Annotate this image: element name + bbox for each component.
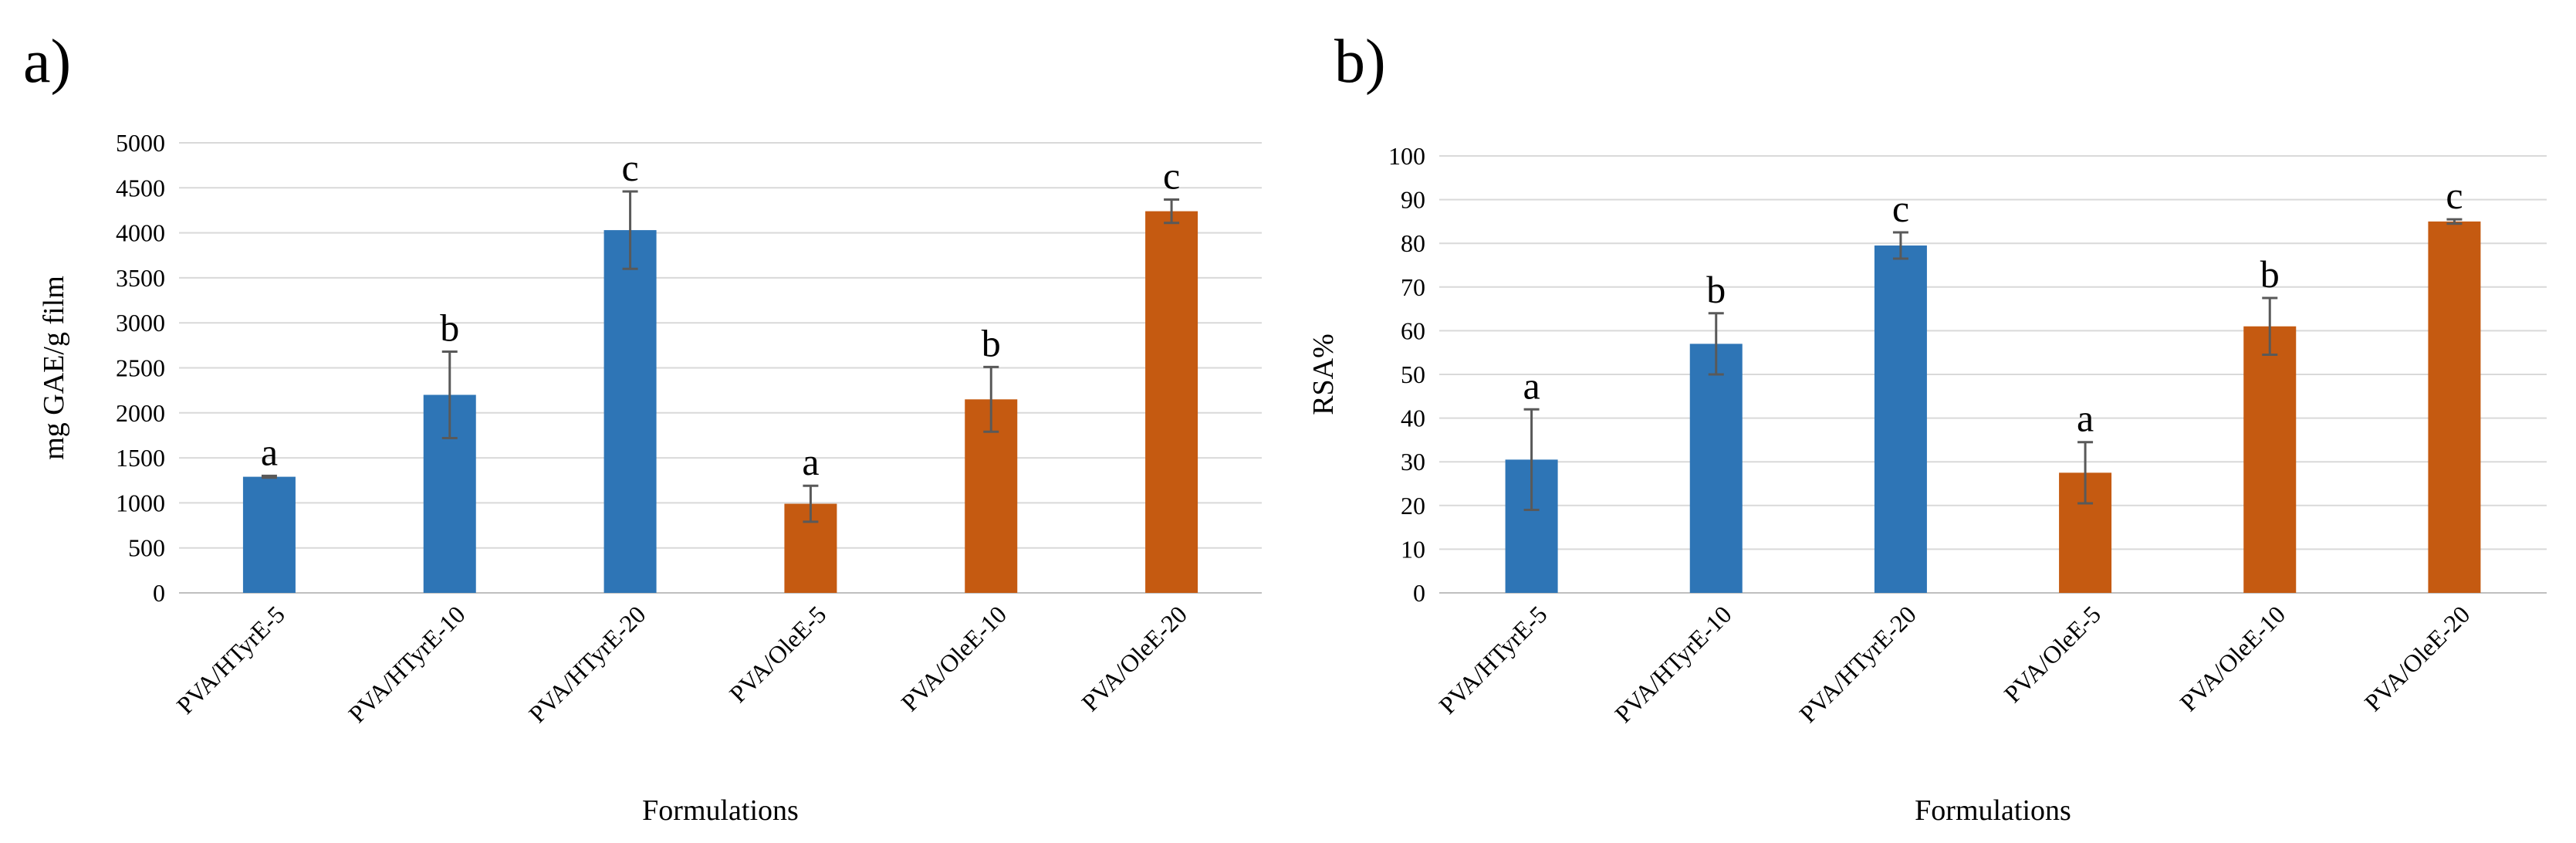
y-tick-label: 20 bbox=[1401, 492, 1425, 520]
bar bbox=[242, 476, 296, 593]
error-bar bbox=[803, 484, 819, 523]
y-tick-label: 10 bbox=[1401, 535, 1425, 563]
significance-letter: c bbox=[621, 146, 638, 189]
x-tick-label: PVA/OleE-10 bbox=[2174, 600, 2290, 716]
significance-letter: b bbox=[2260, 252, 2280, 296]
y-tick-label: 1000 bbox=[116, 489, 165, 516]
error-bar bbox=[2446, 218, 2463, 225]
y-axis-title: RSA% bbox=[1307, 333, 1340, 415]
y-tick-label: 2000 bbox=[116, 399, 165, 427]
chart-panel-a: 0 500 1000 1500 2000 2500 3000 3500 4000 4500 5000… bbox=[23, 28, 1262, 827]
significance-letter: a bbox=[2077, 397, 2094, 440]
chart-b-svg: 0 10 20 30 40 50 60 70 80 90 100 a PVA/HTyrE-5 b PVA/H… bbox=[1307, 142, 2547, 827]
error-bar bbox=[622, 190, 638, 270]
y-tick-label: 90 bbox=[1401, 186, 1425, 214]
bar bbox=[1874, 245, 1927, 593]
x-tick-label: PVA/OleE-20 bbox=[2359, 600, 2476, 716]
bar bbox=[603, 230, 657, 593]
y-tick-label: 100 bbox=[1388, 142, 1425, 170]
significance-letter: b bbox=[440, 306, 459, 350]
x-tick-label: PVA/OleE-5 bbox=[1999, 600, 2106, 707]
significance-letter: a bbox=[1523, 364, 1540, 407]
y-tick-label: 5000 bbox=[116, 129, 165, 157]
significance-letter: b bbox=[982, 321, 1001, 364]
error-bar bbox=[1708, 312, 1724, 376]
x-tick-label: PVA/HTyrE-5 bbox=[171, 600, 290, 719]
y-tick-label: 80 bbox=[1401, 229, 1425, 257]
chart-a-svg: 0 500 1000 1500 2000 2500 3000 3500 4000 4500 5000… bbox=[38, 129, 1262, 827]
error-bar bbox=[441, 350, 458, 439]
panel-label-b: b) bbox=[1334, 28, 1386, 96]
bar bbox=[1689, 344, 1743, 593]
error-bar bbox=[1523, 408, 1540, 511]
significance-letter: b bbox=[1706, 268, 1726, 311]
y-tick-label: 3000 bbox=[116, 309, 165, 337]
x-axis-title: Formulations bbox=[1915, 794, 2071, 827]
error-bar bbox=[261, 474, 277, 479]
x-tick-label: PVA/OleE-5 bbox=[724, 600, 831, 707]
significance-letter: a bbox=[802, 440, 819, 483]
error-bar bbox=[1892, 231, 1908, 260]
y-tick-label: 60 bbox=[1401, 317, 1425, 344]
y-tick-label: 50 bbox=[1401, 361, 1425, 388]
y-tick-label: 500 bbox=[128, 534, 165, 562]
significance-letter: a bbox=[261, 430, 278, 473]
y-tick-label: 70 bbox=[1401, 273, 1425, 301]
y-tick-label: 2500 bbox=[116, 354, 165, 382]
bar bbox=[1145, 211, 1198, 593]
x-axis-title: Formulations bbox=[642, 794, 799, 827]
panel-label-a: a) bbox=[23, 28, 72, 96]
significance-letter: c bbox=[2446, 174, 2463, 217]
x-tick-label: PVA/OleE-20 bbox=[1076, 600, 1192, 716]
error-bar bbox=[2077, 441, 2094, 505]
y-tick-label: 1500 bbox=[116, 444, 165, 472]
x-tick-label: PVA/OleE-10 bbox=[895, 600, 1012, 716]
y-tick-label: 40 bbox=[1401, 405, 1425, 432]
y-tick-label: 4000 bbox=[116, 219, 165, 247]
error-bar bbox=[1164, 198, 1180, 225]
x-tick-label: PVA/HTyrE-20 bbox=[523, 600, 651, 728]
y-axis-title: mg GAE/g film bbox=[38, 276, 70, 460]
y-tick-label: 30 bbox=[1401, 448, 1425, 476]
x-tick-label: PVA/HTyrE-20 bbox=[1793, 600, 1922, 728]
y-tick-label: 4500 bbox=[116, 174, 165, 201]
y-tick-label: 0 bbox=[153, 579, 165, 607]
y-tick-label: 3500 bbox=[116, 264, 165, 292]
error-bar bbox=[2262, 296, 2278, 357]
chart-panel-b: 0 10 20 30 40 50 60 70 80 90 100 a PVA/HTyrE-5 b PVA/H… bbox=[1288, 0, 2576, 843]
significance-letter: c bbox=[1892, 187, 1909, 230]
error-bar bbox=[983, 365, 999, 433]
y-tick-label: 0 bbox=[1413, 579, 1425, 607]
bar bbox=[2428, 221, 2481, 593]
bar bbox=[2243, 326, 2297, 593]
x-tick-label: PVA/HTyrE-5 bbox=[1433, 600, 1552, 719]
x-tick-label: PVA/HTyrE-10 bbox=[343, 600, 471, 728]
significance-letter: c bbox=[1163, 154, 1180, 197]
x-tick-label: PVA/HTyrE-10 bbox=[1609, 600, 1737, 728]
